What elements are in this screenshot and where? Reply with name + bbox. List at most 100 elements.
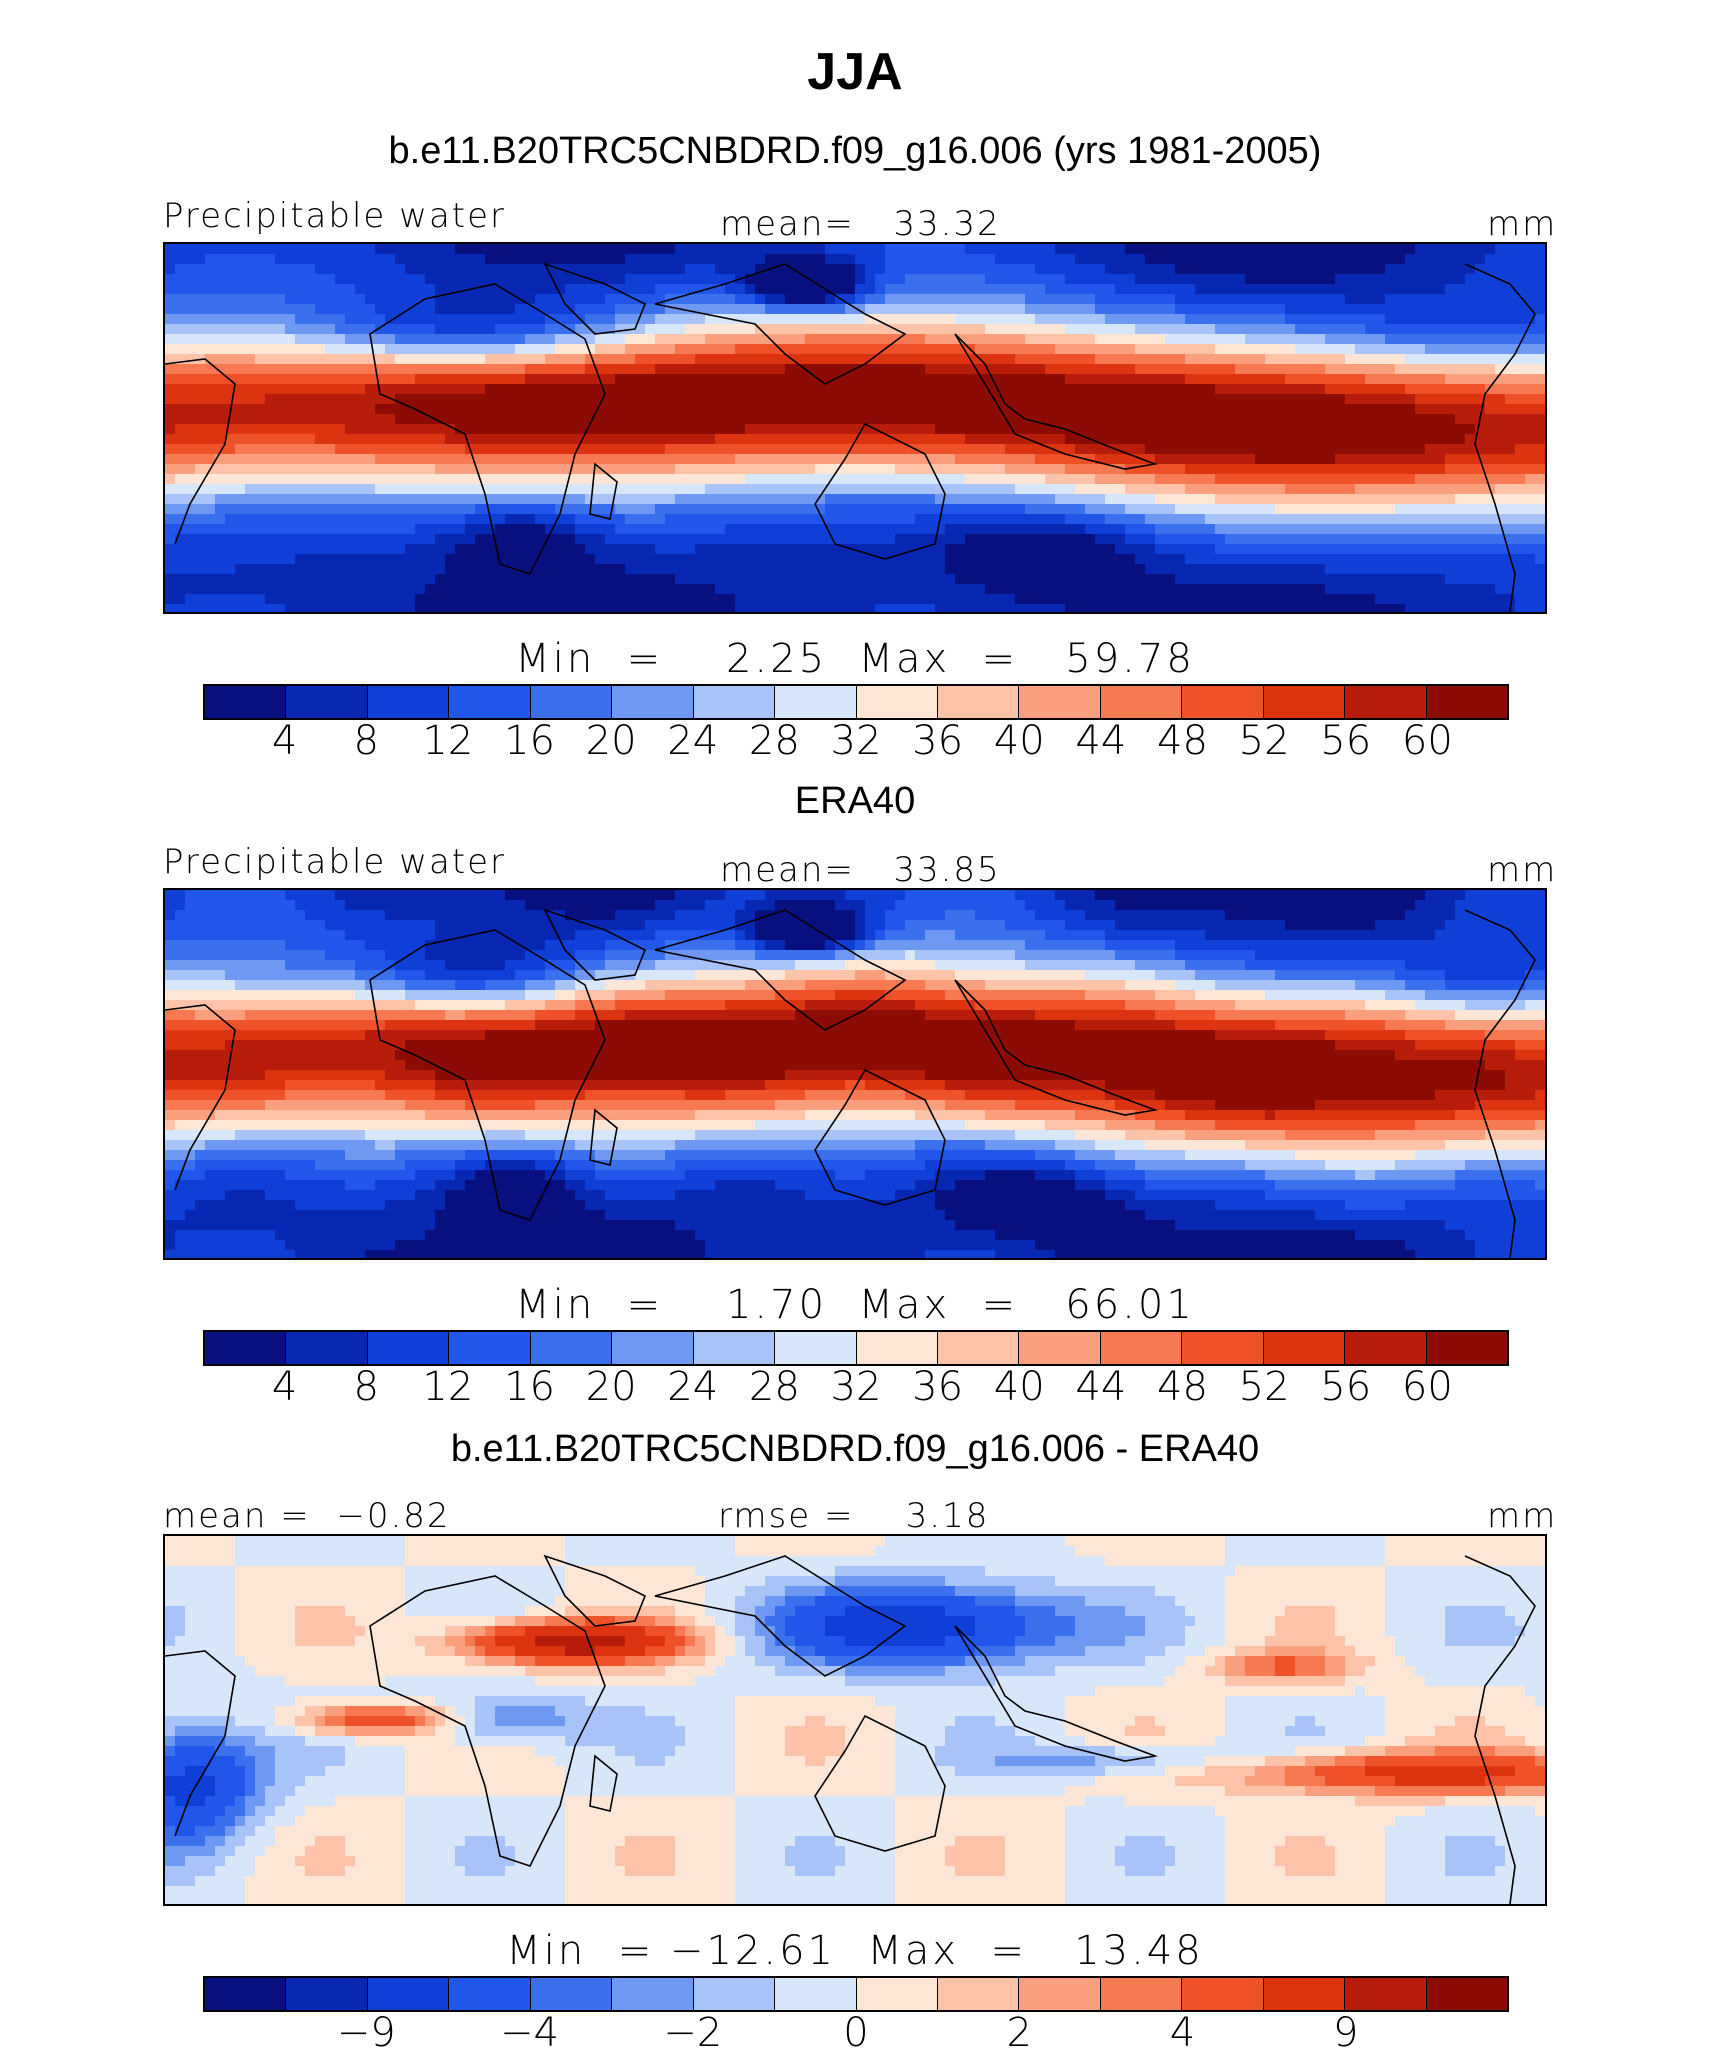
colorbar-swatch: [693, 686, 776, 718]
panel-2-units-label: mm: [1487, 850, 1558, 890]
colorbar-tick-label: 9: [1333, 2010, 1359, 2056]
colorbar-swatch: [286, 1978, 368, 2010]
colorbar-swatch: [1019, 1978, 1101, 2010]
colorbar-tick-label: 60: [1401, 1364, 1453, 1410]
colorbar-swatch: [1100, 686, 1183, 718]
colorbar-swatch: [937, 1332, 1020, 1364]
colorbar-swatch: [205, 1332, 287, 1364]
colorbar-swatch: [1263, 1332, 1346, 1364]
panel-2-map: [163, 888, 1547, 1260]
colorbar-swatch: [1345, 686, 1427, 718]
panel-1-mean-label: mean= 33.32: [720, 204, 1001, 244]
colorbar-tick-label: 4: [1169, 2010, 1196, 2056]
colorbar-tick-label: 32: [830, 718, 882, 764]
panel-1-min: Min = 2.25: [515, 636, 828, 682]
colorbar-swatch: [530, 686, 613, 718]
panel-2-mean-label: mean= 33.85: [720, 850, 1001, 890]
colorbar-tick-label: 20: [585, 718, 637, 764]
colorbar-swatch: [1182, 686, 1264, 718]
colorbar-tick-label: 48: [1157, 718, 1208, 764]
panel-3-mean-label: mean = −0.82: [163, 1496, 451, 1536]
colorbar-swatch: [367, 1332, 450, 1364]
colorbar-swatch: [693, 1978, 776, 2010]
colorbar-swatch: [693, 1332, 776, 1364]
colorbar-swatch: [612, 1332, 694, 1364]
colorbar-swatch: [449, 1978, 531, 2010]
panel-2-min: Min = 1.70: [515, 1282, 828, 1328]
colorbar-tick-label: −9: [336, 2010, 396, 2056]
colorbar-tick-label: 12: [422, 1364, 474, 1410]
colorbar-tick-label: 8: [353, 718, 379, 764]
panel-1-map: [163, 242, 1547, 614]
colorbar-tick-label: 0: [843, 2010, 869, 2056]
colorbar-tick-label: 4: [271, 718, 298, 764]
colorbar-tick-label: 36: [912, 718, 964, 764]
colorbar-swatch: [1019, 1332, 1101, 1364]
colorbar-tick-label: 44: [1075, 1364, 1127, 1410]
panel-3-rmse-label: rmse = 3.18: [718, 1496, 990, 1536]
colorbar-tick-label: 20: [585, 1364, 637, 1410]
colorbar-tick-label: 8: [353, 1364, 379, 1410]
colorbar-swatch: [449, 686, 531, 718]
panel-1-minmax: Min = 2.25 Max = 59.78: [0, 636, 1710, 682]
colorbar-tick-label: 40: [993, 1364, 1045, 1410]
colorbar-swatch: [1263, 1978, 1346, 2010]
panel-2-variable-label: Precipitable water: [163, 842, 507, 882]
colorbar-tick-label: 16: [504, 1364, 555, 1410]
panel-1-variable-label: Precipitable water: [163, 196, 507, 236]
colorbar-tick-label: 32: [830, 1364, 882, 1410]
panel-2-colorbar-labels: 4 8 12 16 20 24 28 32 36 40 44 48 52 56 60: [203, 1364, 1509, 1414]
colorbar-swatch: [1100, 1332, 1183, 1364]
colorbar-swatch: [1263, 686, 1346, 718]
colorbar-swatch: [937, 1978, 1020, 2010]
colorbar-swatch: [1100, 1978, 1183, 2010]
colorbar-tick-label: 36: [912, 1364, 964, 1410]
panel-2-colorbar: [203, 1330, 1509, 1366]
colorbar-swatch: [449, 1332, 531, 1364]
main-title: JJA: [807, 43, 903, 101]
colorbar-tick-label: 52: [1238, 718, 1290, 764]
colorbar-swatch: [1182, 1332, 1264, 1364]
panel-2-minmax: Min = 1.70 Max = 66.01: [0, 1282, 1710, 1328]
panel-3-colorbar-labels: −9 −4 −2 0 2 4 9: [203, 2010, 1509, 2060]
colorbar-swatch: [286, 1332, 368, 1364]
colorbar-swatch: [856, 686, 938, 718]
colorbar-swatch: [775, 1332, 857, 1364]
colorbar-swatch: [530, 1978, 613, 2010]
colorbar-tick-label: 4: [271, 1364, 298, 1410]
colorbar-tick-label: 16: [504, 718, 555, 764]
colorbar-tick-label: 56: [1320, 1364, 1372, 1410]
colorbar-swatch: [1426, 1978, 1507, 2010]
colorbar-tick-label: −4: [500, 2010, 559, 2056]
colorbar-swatch: [1345, 1332, 1427, 1364]
colorbar-swatch: [1426, 686, 1507, 718]
panel-1-max: Max = 59.78: [858, 636, 1195, 682]
colorbar-swatch: [367, 686, 450, 718]
colorbar-swatch: [1182, 1978, 1264, 2010]
colorbar-tick-label: 2: [1006, 2010, 1032, 2056]
panel-2-max: Max = 66.01: [858, 1282, 1195, 1328]
colorbar-swatch: [937, 686, 1020, 718]
colorbar-swatch: [775, 1978, 857, 2010]
panel-2-title: ERA40: [794, 780, 916, 822]
colorbar-swatch: [775, 686, 857, 718]
colorbar-tick-label: −2: [663, 2010, 723, 2056]
colorbar-swatch: [612, 1978, 694, 2010]
panel-3-units-label: mm: [1487, 1496, 1558, 1536]
colorbar-tick-label: 28: [748, 1364, 800, 1410]
colorbar-tick-label: 60: [1401, 718, 1453, 764]
colorbar-swatch: [530, 1332, 613, 1364]
colorbar-tick-label: 12: [422, 718, 474, 764]
colorbar-swatch: [1345, 1978, 1427, 2010]
colorbar-tick-label: 48: [1157, 1364, 1208, 1410]
colorbar-tick-label: 52: [1238, 1364, 1290, 1410]
colorbar-swatch: [856, 1978, 938, 2010]
colorbar-tick-label: 28: [748, 718, 800, 764]
panel-3-map: [163, 1534, 1547, 1906]
colorbar-tick-label: 24: [667, 1364, 719, 1410]
colorbar-tick-label: 44: [1075, 718, 1127, 764]
colorbar-tick-label: 56: [1320, 718, 1372, 764]
panel-1-title: b.e11.B20TRC5CNBDRD.f09_g16.006 (yrs 198…: [388, 130, 1322, 172]
panel-3-min: Min = −12.61: [506, 1928, 836, 1974]
panel-1-units-label: mm: [1487, 204, 1558, 244]
